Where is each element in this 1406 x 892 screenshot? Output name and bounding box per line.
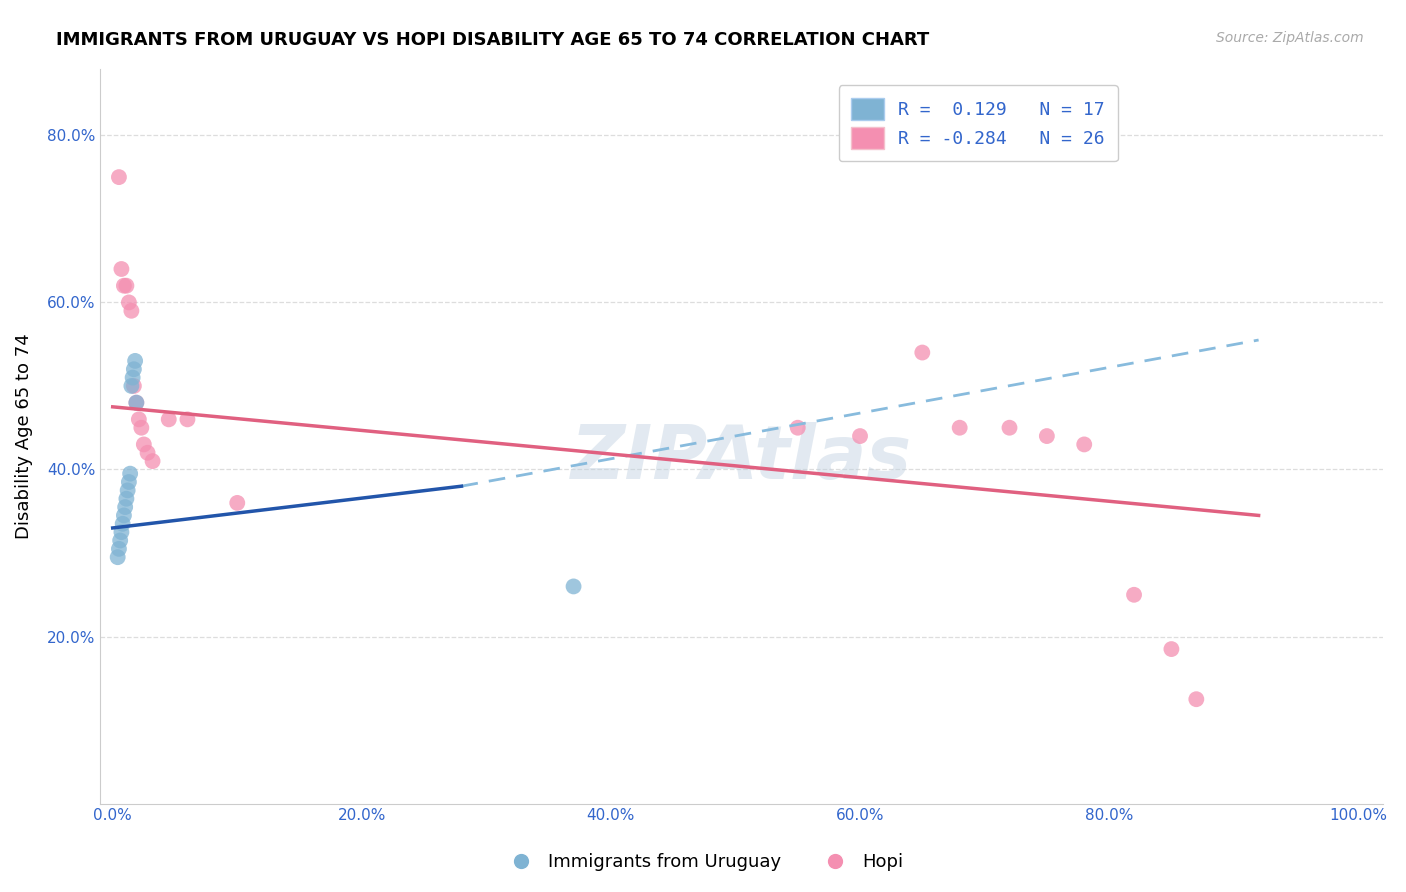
Point	[1185, 692, 1208, 706]
Text: ZIPAtlas: ZIPAtlas	[571, 422, 912, 495]
Point	[176, 412, 198, 426]
Point	[107, 550, 129, 565]
Point	[157, 412, 180, 426]
Point	[112, 508, 135, 523]
Point	[226, 496, 249, 510]
Point	[114, 500, 136, 514]
Point	[128, 412, 150, 426]
Point	[112, 278, 135, 293]
Point	[122, 362, 145, 376]
Point	[125, 395, 148, 409]
Point	[132, 437, 155, 451]
Point	[998, 421, 1021, 435]
Point	[849, 429, 872, 443]
Point	[110, 525, 132, 540]
Point	[949, 421, 972, 435]
Point	[1160, 642, 1182, 657]
Point	[120, 379, 142, 393]
Point	[108, 541, 131, 556]
Point	[911, 345, 934, 359]
Point	[115, 278, 138, 293]
Text: Source: ZipAtlas.com: Source: ZipAtlas.com	[1216, 31, 1364, 45]
Point	[131, 421, 153, 435]
Point	[125, 395, 148, 409]
Point	[122, 379, 145, 393]
Point	[120, 303, 142, 318]
Point	[1073, 437, 1095, 451]
Point	[121, 370, 143, 384]
Point	[118, 475, 141, 489]
Point	[110, 262, 132, 277]
Point	[142, 454, 165, 468]
Point	[786, 421, 808, 435]
Point	[1036, 429, 1059, 443]
Point	[124, 354, 146, 368]
Y-axis label: Disability Age 65 to 74: Disability Age 65 to 74	[15, 334, 32, 539]
Point	[562, 579, 585, 593]
Point	[108, 170, 131, 185]
Point	[108, 533, 131, 548]
Point	[120, 467, 142, 481]
Legend: R =  0.129   N = 17, R = -0.284   N = 26: R = 0.129 N = 17, R = -0.284 N = 26	[839, 85, 1118, 161]
Point	[117, 483, 139, 498]
Text: IMMIGRANTS FROM URUGUAY VS HOPI DISABILITY AGE 65 TO 74 CORRELATION CHART: IMMIGRANTS FROM URUGUAY VS HOPI DISABILI…	[56, 31, 929, 49]
Point	[115, 491, 138, 506]
Point	[1123, 588, 1146, 602]
Legend: Immigrants from Uruguay, Hopi: Immigrants from Uruguay, Hopi	[495, 847, 911, 879]
Point	[118, 295, 141, 310]
Point	[136, 446, 159, 460]
Point	[111, 516, 134, 531]
